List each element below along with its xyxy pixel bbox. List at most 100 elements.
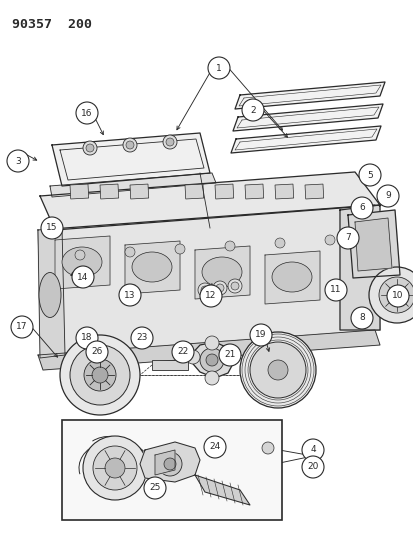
- Polygon shape: [154, 450, 175, 475]
- Circle shape: [301, 456, 323, 478]
- Circle shape: [223, 350, 236, 364]
- Text: 15: 15: [46, 223, 57, 232]
- Circle shape: [11, 316, 33, 338]
- Ellipse shape: [271, 262, 311, 292]
- Circle shape: [267, 360, 287, 380]
- Circle shape: [368, 267, 413, 323]
- Polygon shape: [38, 228, 65, 358]
- Text: 16: 16: [81, 109, 93, 117]
- Circle shape: [144, 477, 166, 499]
- Circle shape: [92, 367, 108, 383]
- Circle shape: [185, 350, 199, 364]
- Circle shape: [83, 141, 97, 155]
- Polygon shape: [38, 205, 379, 355]
- Circle shape: [350, 197, 372, 219]
- Circle shape: [83, 436, 147, 500]
- Circle shape: [125, 247, 135, 257]
- Circle shape: [166, 138, 173, 146]
- Circle shape: [216, 284, 223, 292]
- Text: 22: 22: [177, 348, 188, 357]
- Circle shape: [171, 341, 194, 363]
- Text: 9: 9: [384, 191, 390, 200]
- Circle shape: [350, 307, 372, 329]
- Text: 1: 1: [216, 63, 221, 72]
- Polygon shape: [38, 330, 379, 370]
- Circle shape: [158, 452, 182, 476]
- Circle shape: [204, 371, 218, 385]
- Circle shape: [7, 150, 29, 172]
- Text: 5: 5: [366, 171, 372, 180]
- Text: 13: 13: [124, 290, 135, 300]
- Circle shape: [378, 277, 413, 313]
- Circle shape: [86, 341, 108, 363]
- Circle shape: [228, 279, 242, 293]
- Circle shape: [242, 99, 263, 121]
- Circle shape: [240, 332, 315, 408]
- Bar: [100, 184, 119, 199]
- Circle shape: [324, 279, 346, 301]
- Circle shape: [249, 324, 271, 346]
- Circle shape: [60, 335, 140, 415]
- Circle shape: [76, 327, 98, 349]
- Circle shape: [70, 345, 130, 405]
- Text: 11: 11: [330, 286, 341, 295]
- Circle shape: [41, 217, 63, 239]
- Polygon shape: [339, 205, 379, 330]
- Circle shape: [76, 102, 98, 124]
- Text: 10: 10: [391, 292, 403, 301]
- Circle shape: [206, 354, 218, 366]
- Circle shape: [201, 286, 209, 294]
- Polygon shape: [40, 172, 379, 230]
- Circle shape: [123, 138, 137, 152]
- Text: 14: 14: [77, 272, 88, 281]
- Circle shape: [175, 244, 185, 254]
- Text: 24: 24: [209, 442, 220, 451]
- Text: 4: 4: [309, 446, 315, 455]
- Polygon shape: [264, 251, 319, 304]
- Circle shape: [126, 141, 134, 149]
- Text: 20: 20: [306, 463, 318, 472]
- Polygon shape: [354, 218, 391, 271]
- Polygon shape: [233, 104, 382, 131]
- Text: 23: 23: [136, 334, 147, 343]
- Polygon shape: [50, 173, 216, 197]
- Polygon shape: [235, 82, 384, 109]
- Circle shape: [72, 266, 94, 288]
- Bar: [130, 184, 148, 199]
- Circle shape: [84, 359, 116, 391]
- Circle shape: [324, 235, 334, 245]
- Circle shape: [197, 283, 211, 297]
- Circle shape: [93, 446, 137, 490]
- Polygon shape: [125, 241, 180, 294]
- Text: 7: 7: [344, 233, 350, 243]
- Circle shape: [274, 238, 284, 248]
- Ellipse shape: [39, 272, 61, 318]
- Polygon shape: [188, 342, 235, 378]
- Circle shape: [199, 348, 223, 372]
- Circle shape: [301, 439, 323, 461]
- Text: 21: 21: [224, 351, 235, 359]
- Circle shape: [163, 135, 177, 149]
- Text: 6: 6: [358, 204, 364, 213]
- Text: 19: 19: [255, 330, 266, 340]
- Text: 18: 18: [81, 334, 93, 343]
- Bar: [152, 360, 188, 370]
- Text: 26: 26: [91, 348, 102, 357]
- Circle shape: [75, 250, 85, 260]
- Circle shape: [376, 185, 398, 207]
- Text: 12: 12: [205, 292, 216, 301]
- Circle shape: [131, 327, 153, 349]
- Circle shape: [199, 285, 221, 307]
- Text: 2: 2: [249, 106, 255, 115]
- Bar: [244, 184, 263, 199]
- Ellipse shape: [202, 257, 242, 287]
- Circle shape: [249, 342, 305, 398]
- Polygon shape: [55, 236, 110, 289]
- Text: 3: 3: [15, 157, 21, 166]
- Circle shape: [119, 284, 141, 306]
- Text: 25: 25: [149, 483, 160, 492]
- Polygon shape: [52, 133, 209, 186]
- Circle shape: [105, 458, 125, 478]
- Polygon shape: [230, 126, 380, 153]
- Circle shape: [204, 436, 225, 458]
